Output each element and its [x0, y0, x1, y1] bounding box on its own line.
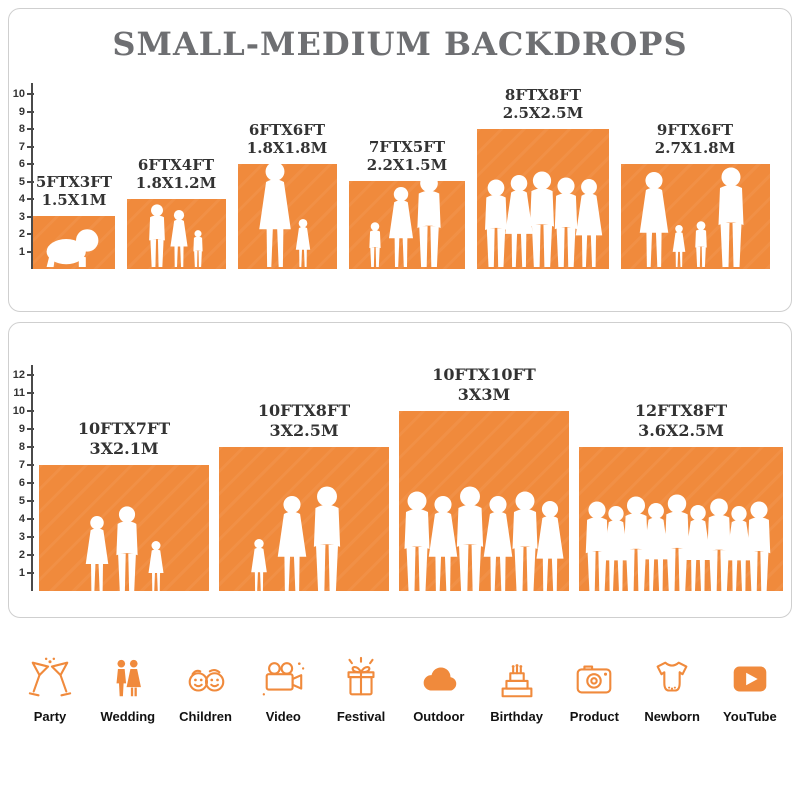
- ruler-tick: 4: [18, 513, 35, 525]
- size-ft: 5FTX3FT: [35, 172, 113, 191]
- size-m: 2.2X1.5M: [366, 156, 448, 175]
- photo-camera-icon: [577, 665, 612, 694]
- backdrop-size-label: 10FTX10FT 3X3M: [399, 365, 569, 405]
- size-m: 1.8X1.2M: [135, 174, 217, 193]
- wedding-couple-icon: [116, 659, 141, 697]
- size-m: 2.5X2.5M: [502, 104, 584, 123]
- size-ft: 10FTX8FT: [257, 401, 351, 420]
- category-video: Video: [247, 656, 319, 724]
- ruler-tick: 8: [18, 441, 35, 453]
- ruler-tick: 2: [18, 228, 35, 240]
- category-label: Outdoor: [413, 709, 465, 724]
- category-festival: Festival: [325, 656, 397, 724]
- backdrop-size-label: 10FTX8FT 3X2.5M: [219, 401, 389, 441]
- size-ft: 7FTX5FT: [368, 137, 446, 156]
- ruler-tick: 7: [18, 459, 35, 471]
- category-label: Festival: [336, 709, 386, 724]
- children-faces-icon: [188, 669, 224, 692]
- size-m: 3X2.1M: [89, 439, 159, 458]
- ruler-tick: 12: [12, 369, 35, 381]
- large-panel: 1 2 3 4 5 6 7 8 9 10 11 12: [8, 322, 792, 618]
- backdrop-bar-10x8: [219, 447, 389, 591]
- ruler-tick: 2: [18, 549, 35, 561]
- category-newborn: Newborn: [636, 656, 708, 724]
- category-label: Wedding: [100, 709, 156, 724]
- ruler-top: 1 2 3 4 5 6 7 8 9 10: [12, 83, 35, 269]
- small-medium-panel: SMALL-MEDIUM BACKDROPS 1 2 3 4 5 6 7 8 9…: [8, 8, 792, 312]
- size-m: 1.5X1M: [41, 191, 107, 210]
- backdrop-size-label: 5FTX3FT 1.5X1M: [9, 172, 149, 211]
- backdrop-bar-9x6: [621, 164, 770, 269]
- size-ft: 6FTX4FT: [137, 155, 215, 174]
- backdrop-bar-10x10: [399, 411, 569, 591]
- backdrop-bar-5x3: [33, 216, 115, 269]
- backdrop-size-label: 12FTX8FT 3.6X2.5M: [596, 401, 766, 441]
- category-party: Party: [14, 656, 86, 724]
- video-camera-icon: [262, 662, 305, 696]
- size-ft: 10FTX7FT: [77, 419, 171, 438]
- category-label: Video: [265, 709, 301, 724]
- ruler-tick: 9: [18, 106, 35, 118]
- party-glasses-icon: [28, 657, 72, 697]
- backdrop-size-label: 10FTX7FT 3X2.1M: [39, 419, 209, 459]
- backdrop-bar-12x8: [579, 447, 783, 591]
- backdrop-size-label: 7FTX5FT 2.2X1.5M: [332, 138, 482, 176]
- category-wedding: Wedding: [92, 656, 164, 724]
- size-m: 3X3M: [457, 385, 511, 404]
- category-label: Product: [569, 709, 619, 724]
- size-m: 1.8X1.8M: [246, 139, 328, 158]
- ruler-tick: 3: [18, 531, 35, 543]
- backdrop-bar-7x5: [349, 181, 465, 269]
- ruler-tick: 1: [18, 567, 35, 579]
- ruler-tick: 10: [12, 88, 35, 100]
- backdrop-bar-6x6: [238, 164, 337, 269]
- ruler-tick: 3: [18, 211, 35, 223]
- ruler-tick: 7: [18, 141, 35, 153]
- backdrop-size-label: 8FTX8FT 2.5X2.5M: [468, 86, 618, 124]
- ruler-tick: 6: [18, 158, 35, 170]
- size-ft: 12FTX8FT: [634, 401, 728, 420]
- backdrop-size-label: 6FTX4FT 1.8X1.2M: [101, 156, 251, 194]
- ruler-bottom: 1 2 3 4 5 6 7 8 9 10 11 12: [12, 365, 35, 591]
- category-label: Birthday: [490, 709, 543, 724]
- category-outdoor: Outdoor: [403, 656, 475, 724]
- cloud-icon: [423, 667, 457, 691]
- backdrop-size-label: 9FTX6FT 2.7X1.8M: [620, 121, 770, 159]
- birthday-cake-icon: [501, 664, 533, 698]
- backdrop-bar-10x7: [39, 465, 209, 591]
- youtube-play-icon: [733, 666, 767, 692]
- size-ft: 8FTX8FT: [504, 85, 582, 104]
- category-children: Children: [170, 656, 242, 724]
- size-m: 3.6X2.5M: [638, 421, 724, 440]
- category-product: Product: [558, 656, 630, 724]
- baby-onesie-icon: [656, 661, 688, 692]
- category-label: Newborn: [644, 709, 700, 724]
- ruler-tick: 6: [18, 477, 35, 489]
- ruler-tick: 5: [18, 176, 35, 188]
- category-birthday: Birthday: [481, 656, 553, 724]
- ruler-tick: 8: [18, 123, 35, 135]
- backdrop-bar-8x8: [477, 129, 609, 269]
- ruler-tick: 5: [18, 495, 35, 507]
- size-ft: 9FTX6FT: [656, 120, 734, 139]
- category-label: YouTube: [723, 709, 777, 724]
- category-label: Children: [179, 709, 232, 724]
- size-ft: 10FTX10FT: [432, 365, 536, 384]
- size-ft: 6FTX6FT: [248, 120, 326, 139]
- category-row: Party Wedding: [14, 656, 786, 724]
- ruler-tick: 4: [18, 193, 35, 205]
- ruler-tick: 10: [12, 405, 35, 417]
- gift-box-icon: [347, 656, 375, 696]
- size-m: 3X2.5M: [269, 421, 339, 440]
- panel-title: SMALL-MEDIUM BACKDROPS: [112, 25, 688, 63]
- ruler-tick: 11: [13, 387, 34, 399]
- ruler-tick: 1: [18, 246, 35, 258]
- backdrop-size-label: 6FTX6FT 1.8X1.8M: [212, 121, 362, 159]
- ruler-tick: 9: [18, 423, 35, 435]
- category-label: Party: [33, 709, 67, 724]
- category-youtube: YouTube: [714, 656, 786, 724]
- size-m: 2.7X1.8M: [654, 139, 736, 158]
